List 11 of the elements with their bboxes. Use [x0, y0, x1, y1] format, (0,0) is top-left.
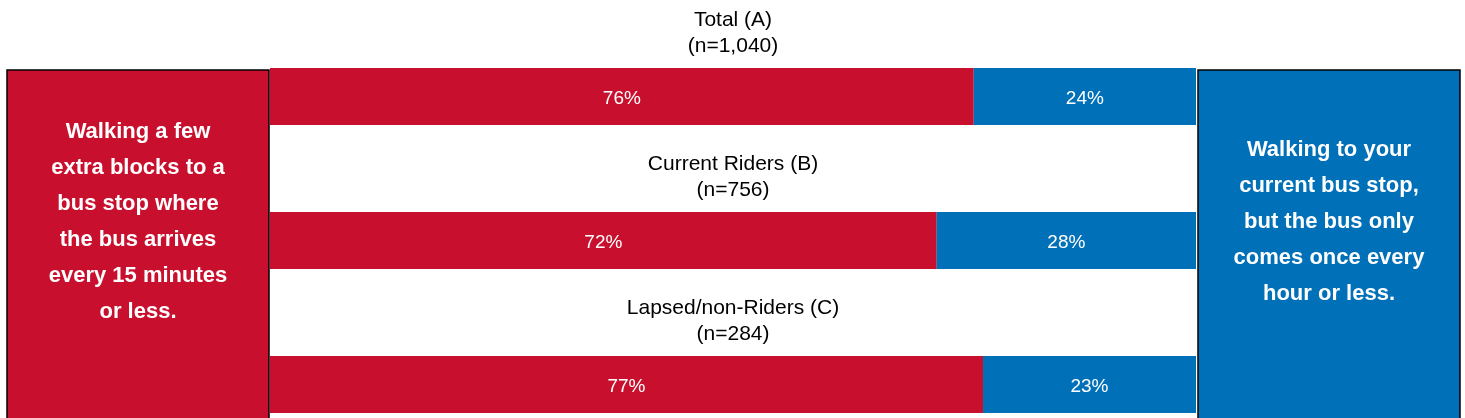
data-label: 23%	[1070, 374, 1109, 396]
series-label: Walking a few extra blocks to a bus stop where the bus arrives every 15 minutes or less.	[48, 118, 228, 323]
data-label: 76%	[602, 86, 641, 108]
data-label: 24%	[1065, 86, 1104, 108]
y-tick-label: Lapsed/non-Riders (C) (n=284)	[626, 295, 840, 344]
y-tick-label: Current Riders (B) (n=756)	[647, 151, 819, 200]
data-label: 77%	[607, 374, 646, 396]
data-label: 28%	[1047, 230, 1086, 252]
series-label: Walking to your current bus stop, but the bus only comes once every hour or less.	[1233, 136, 1426, 305]
y-tick-label: Total (A) (n=1,040)	[687, 7, 779, 56]
data-label: 72%	[584, 230, 623, 252]
